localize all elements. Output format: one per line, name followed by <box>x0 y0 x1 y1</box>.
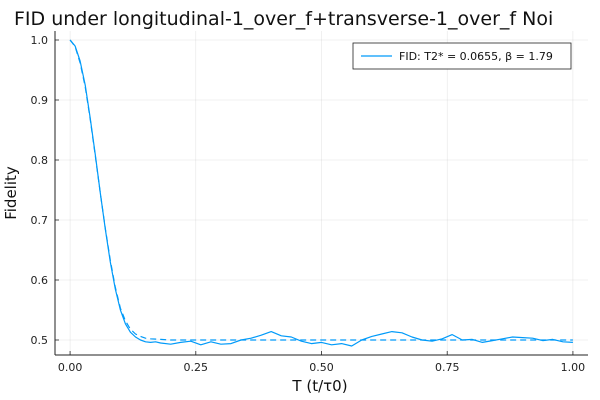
x-tick-label: 0.50 <box>309 361 334 374</box>
legend: FID: T2* = 0.0655, β = 1.79 <box>352 42 572 70</box>
y-tick-label: 0.9 <box>31 94 49 107</box>
chart-title: FID under longitudinal-1_over_f+transver… <box>14 8 553 30</box>
axes <box>54 31 588 356</box>
y-tick-label: 0.6 <box>31 274 49 287</box>
y-tick-label: 1.0 <box>31 34 49 47</box>
tick-labels: 0.00 0.25 0.50 0.75 1.00 0.5 0.6 0.7 0.8 0.9 1.0 <box>31 34 586 374</box>
y-tick-label: 0.8 <box>31 154 49 167</box>
fit-curve-line <box>69 39 573 341</box>
y-axis-label: Fidelity <box>2 166 20 220</box>
x-tick-label: 0.25 <box>184 361 209 374</box>
x-tick-label: 1.00 <box>561 361 586 374</box>
series-group <box>69 39 573 347</box>
legend-entry-label: FID: T2* = 0.0655, β = 1.79 <box>399 50 553 63</box>
x-axis-label: T (t/τ0) <box>291 377 347 395</box>
x-tick-label: 0.75 <box>435 361 460 374</box>
grid <box>55 31 588 355</box>
x-tick-label: 0.00 <box>58 361 83 374</box>
y-tick-label: 0.5 <box>31 334 49 347</box>
y-tick-label: 0.7 <box>31 214 49 227</box>
